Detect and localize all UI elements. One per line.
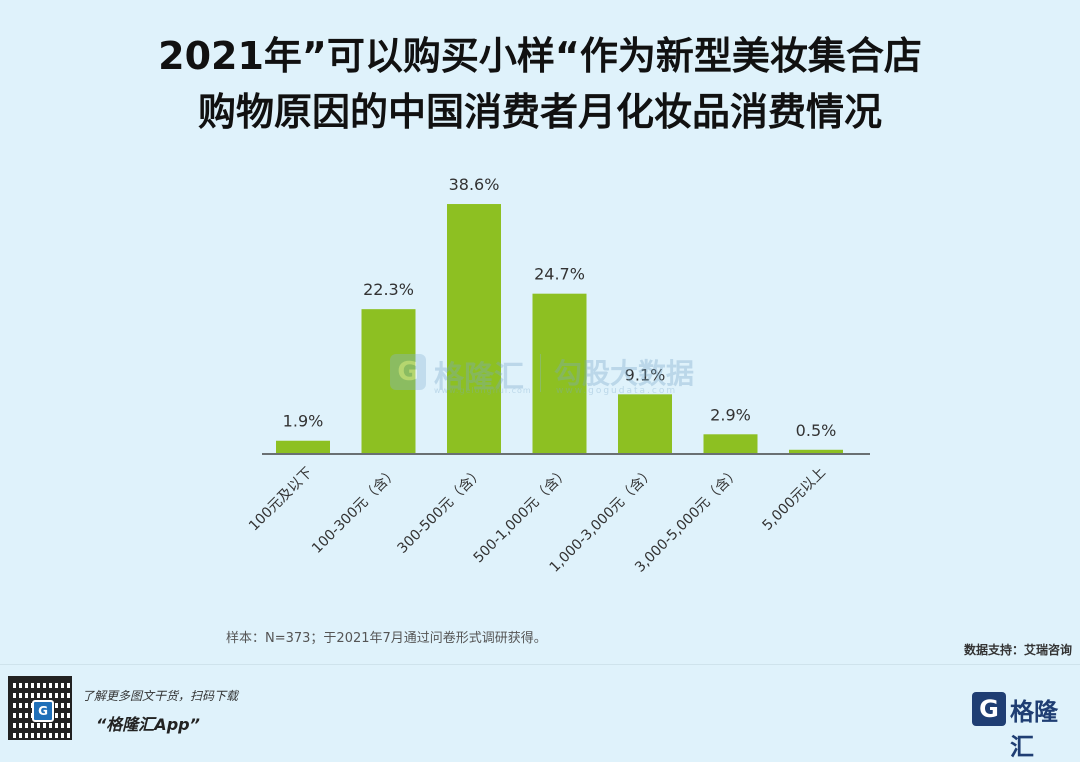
watermark-logo-icon: G: [390, 354, 426, 390]
category-label: 5,000元以上: [759, 465, 828, 534]
watermark: G 格隆汇 www.gelonghui.com 勾股大数据 www.goguda…: [390, 352, 700, 396]
brand-logo: G 格隆汇: [970, 688, 1076, 761]
bar: [361, 309, 416, 453]
bar: [789, 449, 843, 453]
bar: [618, 394, 672, 453]
watermark-name: 格隆汇: [434, 360, 524, 395]
qr-code[interactable]: G: [8, 676, 72, 740]
data-label: 2.9%: [710, 405, 751, 424]
category-label: 500-1,000元（含）: [471, 465, 573, 567]
bar: [703, 434, 758, 453]
sample-note: 样本：N=373；于2021年7月通过问卷形式调研获得。: [226, 631, 547, 646]
brand-logo-icon: G: [972, 692, 1006, 726]
bar-chart: 1.9% 100元及以下 22.3% 100-300元（含） 38.6% 300-500元…: [246, 175, 870, 576]
data-label: 38.6%: [449, 175, 500, 194]
data-label: 24.7%: [534, 265, 585, 284]
footer-divider: [0, 664, 1080, 665]
watermark-url: www.gelonghui.com: [434, 386, 532, 395]
title-line-1: 2021年”可以购买小样“作为新型美妆集合店: [158, 34, 922, 78]
category-label: 100元及以下: [246, 465, 316, 535]
bar: [447, 204, 501, 453]
promo-text: 了解更多图文干货，扫码下载: [82, 689, 239, 703]
data-label: 0.5%: [796, 421, 837, 440]
category-label: 300-500元（含）: [395, 465, 487, 557]
data-label: 22.3%: [363, 280, 414, 299]
bar: [276, 440, 330, 453]
data-source: 数据支持：艾瑞咨询: [963, 643, 1072, 657]
watermark-url-2: www.gogudata.com: [556, 386, 678, 396]
data-label: 9.1%: [625, 365, 666, 384]
bar: [532, 293, 587, 453]
qr-logo-icon: G: [32, 700, 54, 722]
data-label: 1.9%: [283, 412, 324, 431]
watermark-separator: [540, 354, 541, 392]
promo-app-name: “格隆汇App”: [96, 715, 200, 734]
title-line-2: 购物原因的中国消费者月化妆品消费情况: [197, 90, 882, 134]
brand-name: 格隆汇: [1010, 698, 1058, 761]
watermark-name-2: 勾股大数据: [554, 357, 695, 390]
chart-title: 2021年”可以购买小样“作为新型美妆集合店 购物原因的中国消费者月化妆品消费情…: [0, 28, 1080, 140]
category-label: 100-300元（含）: [309, 465, 401, 557]
